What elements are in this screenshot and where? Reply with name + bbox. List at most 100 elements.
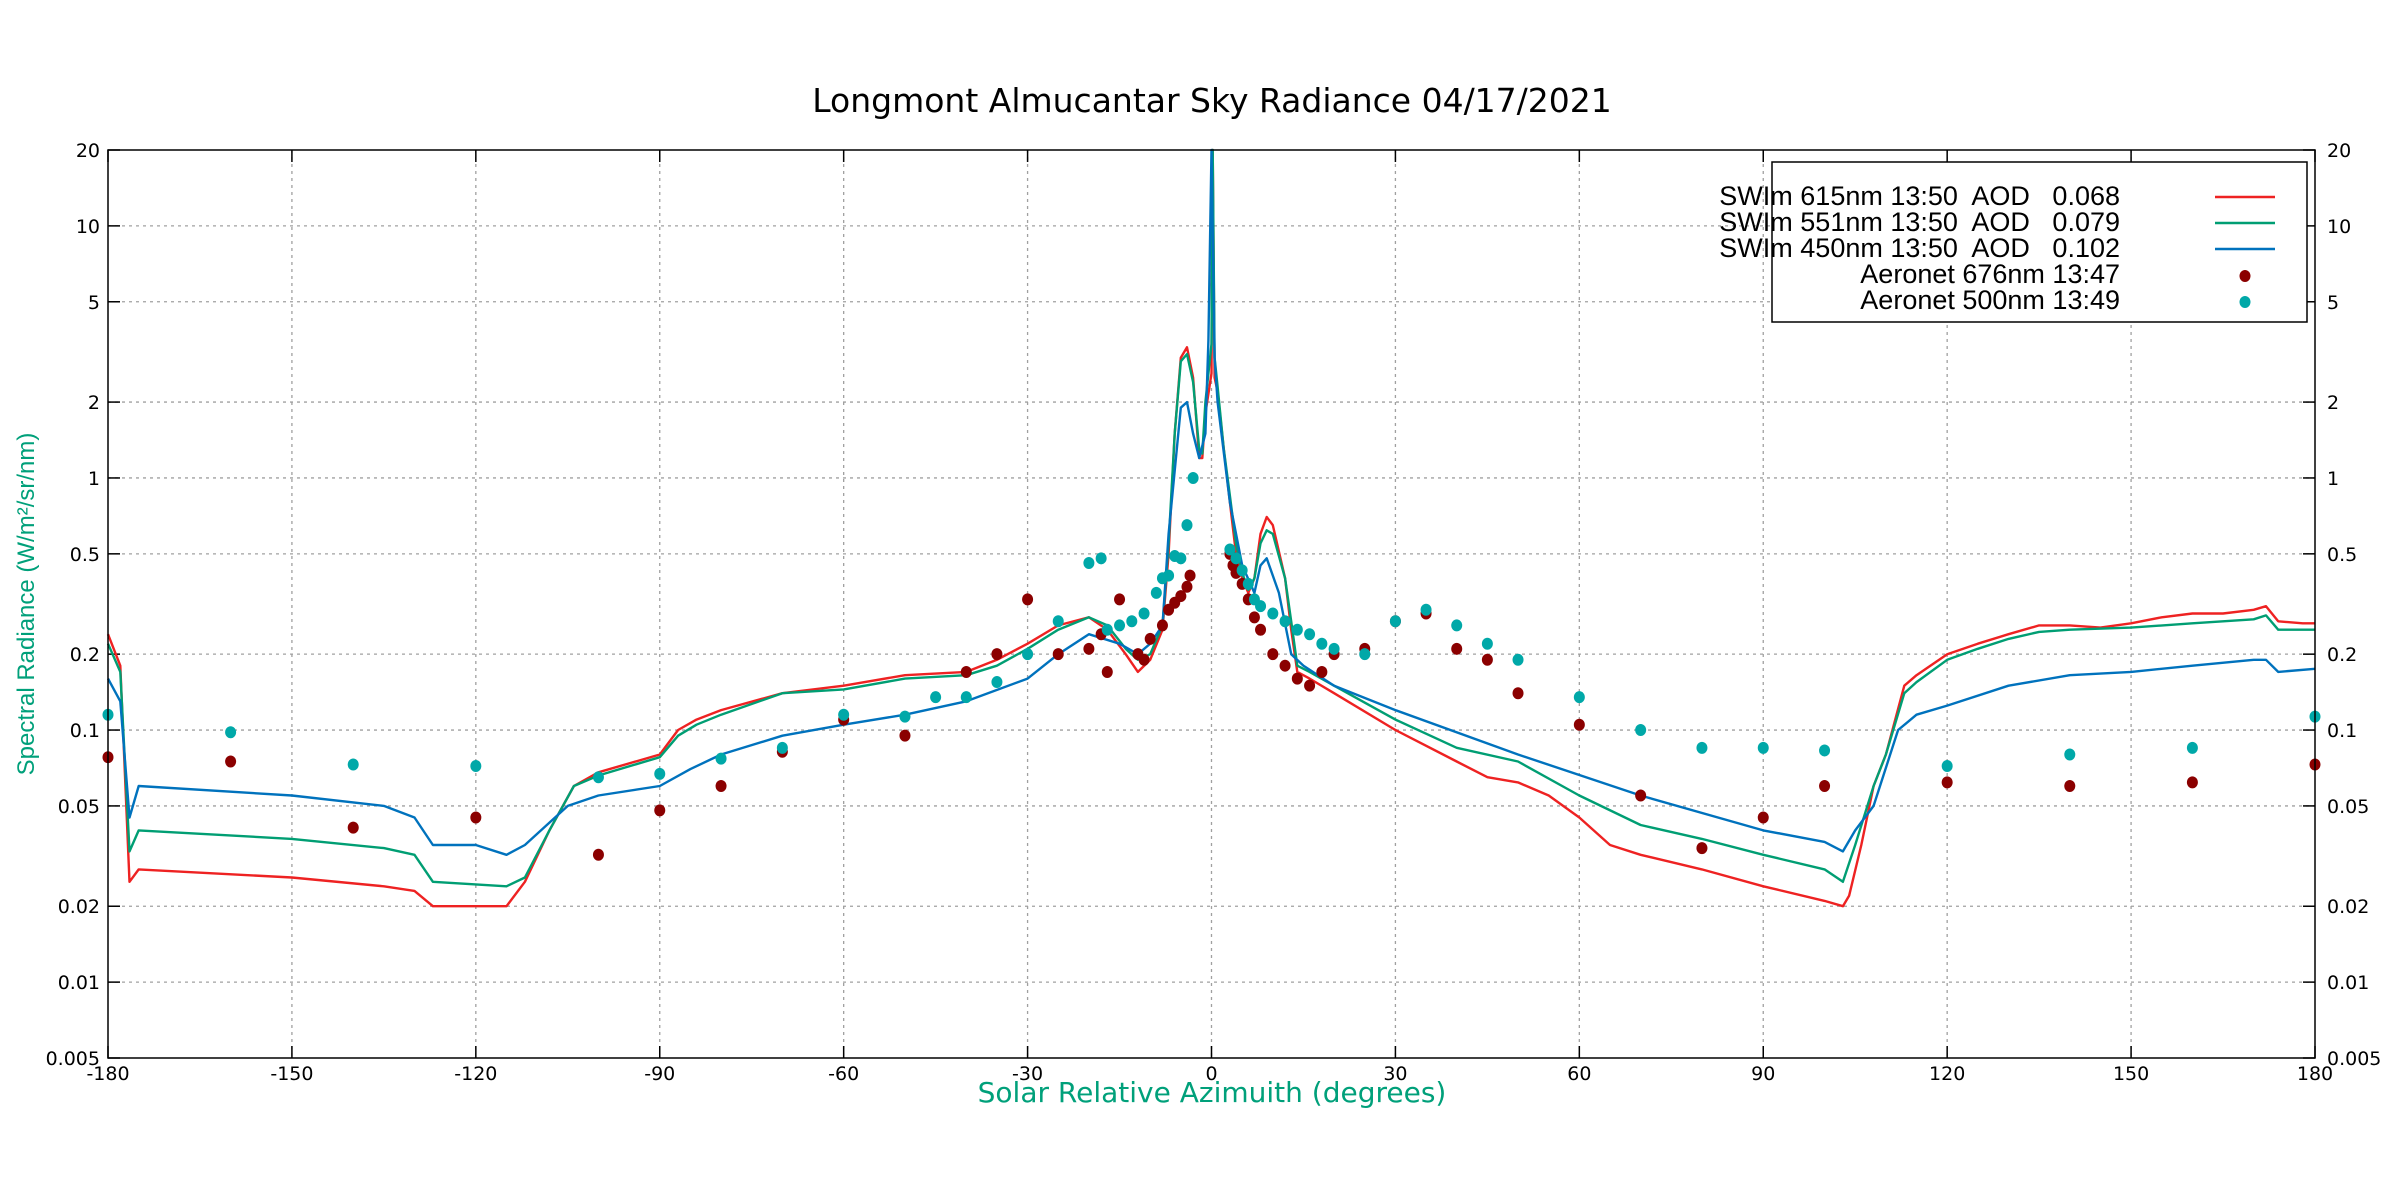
data-point-4 — [1451, 619, 1463, 632]
data-point-3 — [1144, 632, 1156, 645]
grid-lines — [108, 150, 2315, 1058]
y-tick-label-right: 1 — [2327, 468, 2339, 490]
data-point-3 — [1083, 642, 1095, 655]
data-point-4 — [838, 708, 850, 721]
x-tick-label: -120 — [454, 1063, 497, 1085]
data-point-4 — [899, 710, 911, 723]
data-point-3 — [470, 811, 482, 824]
data-point-4 — [1279, 615, 1291, 628]
data-point-4 — [1236, 564, 1248, 577]
data-point-4 — [470, 760, 482, 773]
data-point-4 — [991, 676, 1003, 689]
data-point-3 — [1316, 665, 1328, 678]
x-tick-label: 60 — [1567, 1063, 1591, 1085]
data-point-4 — [1267, 607, 1279, 620]
y-tick-label-left: 0.005 — [46, 1048, 100, 1070]
y-tick-label-left: 0.05 — [58, 796, 100, 818]
data-point-4 — [1635, 724, 1647, 737]
data-point-4 — [1052, 615, 1064, 628]
data-point-3 — [1052, 648, 1064, 661]
series-group — [102, 148, 2321, 908]
data-point-3 — [1101, 665, 1113, 678]
y-axis-label: Spectral Radiance (W/m²/sr/nm) — [13, 433, 40, 776]
legend-label: SWIm 615nm 13:50 AOD 0.068 — [1719, 181, 2120, 211]
data-point-4 — [2064, 748, 2076, 761]
data-point-4 — [1095, 552, 1107, 565]
data-point-4 — [1150, 586, 1162, 599]
y-tick-label-right: 20 — [2327, 140, 2351, 162]
data-point-4 — [1328, 642, 1340, 655]
y-tick-label-right: 0.2 — [2327, 644, 2357, 666]
data-point-4 — [225, 726, 237, 739]
data-point-3 — [1175, 590, 1187, 603]
data-point-3 — [1156, 619, 1168, 632]
data-point-4 — [960, 691, 972, 704]
data-point-4 — [1389, 615, 1401, 628]
data-point-3 — [1757, 811, 1769, 824]
series-line-2 — [106, 148, 2316, 856]
plot-frame — [107, 149, 2316, 1059]
data-point-3 — [1255, 623, 1267, 636]
data-point-4 — [1304, 628, 1316, 641]
x-tick-label: -180 — [86, 1063, 129, 1085]
data-point-3 — [1138, 653, 1150, 666]
data-point-4 — [1757, 741, 1769, 754]
data-point-3 — [1291, 672, 1303, 685]
y-tick-label-right: 0.005 — [2327, 1048, 2381, 1070]
y-tick-label-right: 5 — [2327, 292, 2339, 314]
data-point-4 — [1696, 741, 1708, 754]
data-point-4 — [1181, 519, 1193, 532]
data-point-3 — [225, 755, 237, 768]
data-point-4 — [1083, 556, 1095, 569]
data-point-4 — [1255, 600, 1267, 613]
data-point-3 — [960, 665, 972, 678]
data-point-4 — [1242, 577, 1254, 590]
data-point-3 — [347, 821, 359, 834]
data-point-4 — [1175, 552, 1187, 565]
data-point-3 — [1512, 687, 1524, 700]
data-point-3 — [1819, 779, 1831, 792]
data-point-3 — [1451, 642, 1463, 655]
legend-dot-swatch — [2239, 270, 2251, 282]
y-tick-label-right: 0.02 — [2327, 896, 2369, 918]
data-point-4 — [1573, 691, 1585, 704]
data-point-3 — [899, 729, 911, 742]
data-point-3 — [1304, 679, 1316, 692]
data-point-3 — [1635, 789, 1647, 802]
data-point-3 — [991, 648, 1003, 661]
data-point-4 — [1420, 603, 1432, 616]
data-point-4 — [2186, 741, 2198, 754]
y-tick-label-left: 20 — [76, 140, 100, 162]
data-point-4 — [930, 691, 942, 704]
data-point-3 — [1114, 593, 1126, 606]
data-point-3 — [1481, 653, 1493, 666]
y-tick-label-left: 0.01 — [58, 972, 100, 994]
data-point-4 — [1114, 619, 1126, 632]
data-point-3 — [1181, 580, 1193, 593]
data-point-4 — [715, 752, 727, 765]
data-point-3 — [715, 779, 727, 792]
y-tick-label-left: 10 — [76, 216, 100, 238]
x-tick-label: 120 — [1929, 1063, 1965, 1085]
x-tick-label: -30 — [1012, 1063, 1043, 1085]
legend-label: Aeronet 676nm 13:47 — [1860, 259, 2120, 289]
data-point-4 — [1230, 552, 1242, 565]
y-tick-label-right: 0.01 — [2327, 972, 2369, 994]
y-tick-label-left: 1 — [88, 468, 100, 490]
legend-label: SWIm 450nm 13:50 AOD 0.102 — [1719, 233, 2120, 263]
data-point-4 — [1819, 744, 1831, 757]
y-tick-label-right: 0.5 — [2327, 544, 2357, 566]
y-tick-label-left: 0.2 — [70, 644, 100, 666]
data-point-4 — [776, 741, 788, 754]
data-point-4 — [1291, 623, 1303, 636]
data-point-4 — [347, 758, 359, 771]
x-tick-label: -60 — [828, 1063, 859, 1085]
legend-box — [1771, 161, 2308, 323]
data-point-4 — [1101, 623, 1113, 636]
legend-label: SWIm 551nm 13:50 AOD 0.079 — [1719, 207, 2120, 237]
data-point-3 — [1573, 718, 1585, 731]
x-tick-label: -90 — [644, 1063, 675, 1085]
y-tick-label-right: 10 — [2327, 216, 2351, 238]
